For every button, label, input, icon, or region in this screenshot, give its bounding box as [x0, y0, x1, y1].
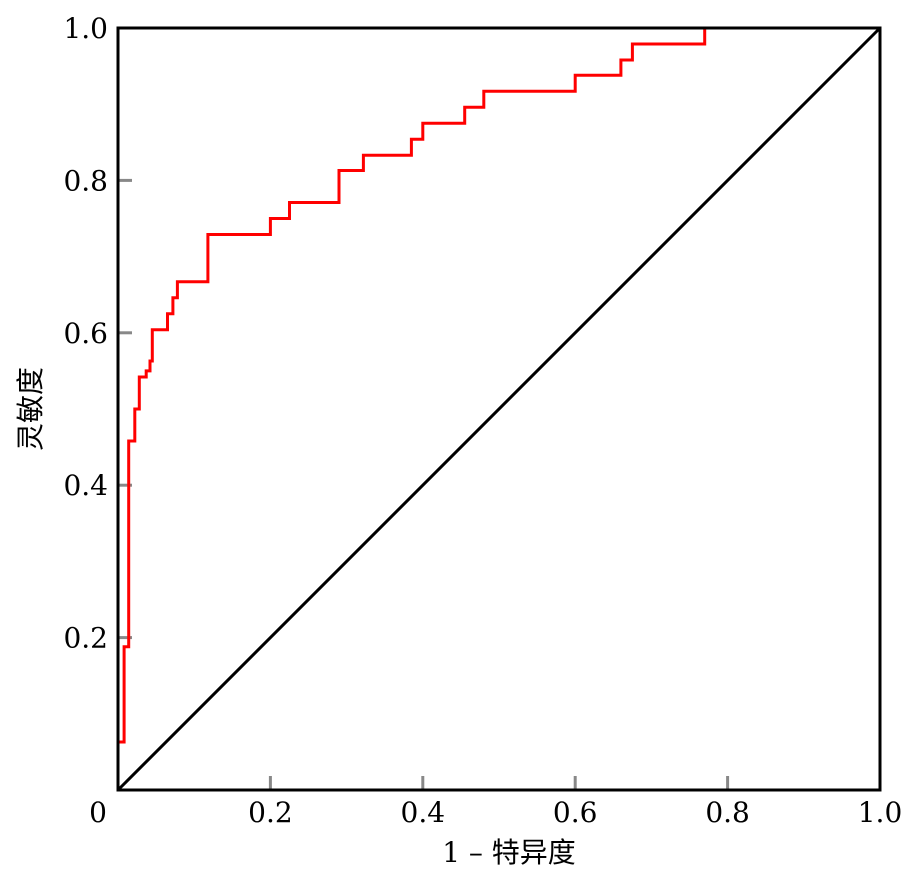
- tick-labels: 0 0.2 0.4 0.6 0.8 1.0 0.2 0.4 0.6 0.8 1.0: [63, 12, 902, 829]
- y-tick-label: 0.2: [63, 622, 108, 655]
- y-axis-title: 灵敏度: [14, 367, 47, 451]
- x-tick-label: 0.6: [553, 796, 598, 829]
- plot-frame: [116, 26, 882, 792]
- y-tick-label: 0.4: [63, 469, 108, 502]
- x-tick-label: 1.0: [858, 796, 903, 829]
- y-tick-label: 0.8: [63, 164, 108, 197]
- reference-diagonal-line: [116, 26, 882, 792]
- x-tick-label: 0.8: [705, 796, 750, 829]
- x-tick-label: 0: [89, 796, 107, 829]
- x-tick-label: 0.2: [248, 796, 293, 829]
- x-tick-label: 0.4: [401, 796, 446, 829]
- roc-curve-line: [116, 26, 880, 790]
- x-axis-title: 1 – 特异度: [442, 836, 576, 869]
- series-layer: [116, 26, 882, 792]
- y-tick-label: 1.0: [63, 12, 108, 45]
- y-tick-label: 0.6: [63, 317, 108, 350]
